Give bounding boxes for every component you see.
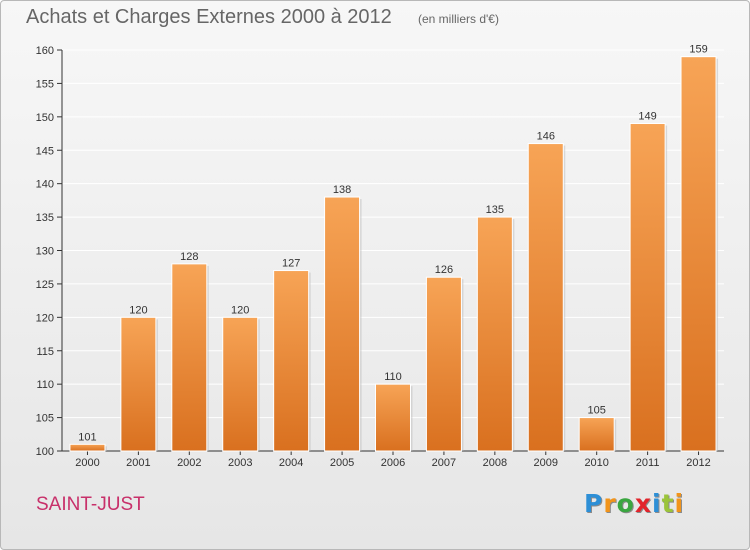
x-tick-label: 2000 xyxy=(75,457,99,469)
value-label: 105 xyxy=(588,405,606,417)
logo-letter: i xyxy=(674,489,685,518)
value-label: 120 xyxy=(129,304,147,316)
value-labels: 101 120 128 120 127 138 110 126 135 146 105 149 159 xyxy=(78,44,707,444)
bar-2012 xyxy=(680,56,717,452)
y-tick-label: 145 xyxy=(36,145,54,157)
bar-2007 xyxy=(425,276,462,452)
logo-letter: o xyxy=(616,489,635,518)
bar-2005 xyxy=(324,196,361,452)
value-label: 110 xyxy=(384,371,402,383)
x-tick-label: 2002 xyxy=(177,457,201,469)
bar-2000 xyxy=(69,443,106,452)
commune-name: SAINT-JUST xyxy=(36,494,145,515)
bar-2002 xyxy=(171,263,208,452)
value-label: 146 xyxy=(537,131,555,143)
axes: 100 105 110 115 120 125 130 135 140 145 150 155 160 2… xyxy=(36,45,724,469)
value-label: 149 xyxy=(638,111,656,123)
value-label: 101 xyxy=(78,431,96,443)
chart-title: Achats et Charges Externes 2000 à 2012 xyxy=(26,6,392,28)
logo-letter: t xyxy=(661,489,675,518)
x-tick-label: 2004 xyxy=(279,457,303,469)
y-tick-label: 110 xyxy=(36,379,54,391)
value-label: 128 xyxy=(180,251,198,263)
value-label: 126 xyxy=(435,264,453,276)
value-label: 135 xyxy=(486,204,504,216)
bar-2011 xyxy=(629,123,666,452)
value-label: 120 xyxy=(231,304,249,316)
x-tick-label: 2009 xyxy=(534,457,558,469)
y-tick-label: 100 xyxy=(36,446,54,458)
chart-subtitle: (en milliers d'€) xyxy=(418,12,499,26)
x-tick-label: 2010 xyxy=(584,457,608,469)
value-label: 138 xyxy=(333,184,351,196)
x-tick-label: 2011 xyxy=(636,457,660,469)
bar-2006 xyxy=(375,383,411,452)
bar-2004 xyxy=(273,270,310,452)
x-tick-label: 2003 xyxy=(228,457,252,469)
value-label: 127 xyxy=(282,258,300,270)
logo-letter: i xyxy=(652,489,662,518)
x-tick-label: 2012 xyxy=(686,457,710,469)
y-tick-label: 125 xyxy=(36,279,54,291)
bar-2003 xyxy=(222,316,259,452)
bar-2008 xyxy=(476,216,513,452)
y-tick-label: 135 xyxy=(36,212,54,224)
y-tick-label: 140 xyxy=(36,179,54,191)
x-tick-label: 2008 xyxy=(483,457,507,469)
bar-2001 xyxy=(120,316,157,452)
y-tick-label: 160 xyxy=(36,45,54,57)
logo-letter: P xyxy=(584,489,604,518)
bar-2009 xyxy=(527,143,564,452)
logo-letter: x xyxy=(634,489,652,518)
y-tick-label: 115 xyxy=(36,346,54,358)
y-tick-label: 105 xyxy=(36,413,54,425)
x-tick-label: 2007 xyxy=(432,457,456,469)
y-tick-label: 120 xyxy=(36,312,54,324)
logo-letter: r xyxy=(603,489,617,518)
y-tick-label: 150 xyxy=(36,112,54,124)
x-tick-label: 2006 xyxy=(381,457,405,469)
y-tick-label: 155 xyxy=(36,78,54,90)
bar-2010 xyxy=(578,417,615,452)
x-tick-label: 2001 xyxy=(126,457,150,469)
proxiti-logo: Proxiti xyxy=(584,489,684,518)
bars xyxy=(69,56,719,452)
value-label: 159 xyxy=(689,44,707,56)
y-tick-label: 130 xyxy=(36,246,54,258)
x-tick-label: 2005 xyxy=(330,457,354,469)
